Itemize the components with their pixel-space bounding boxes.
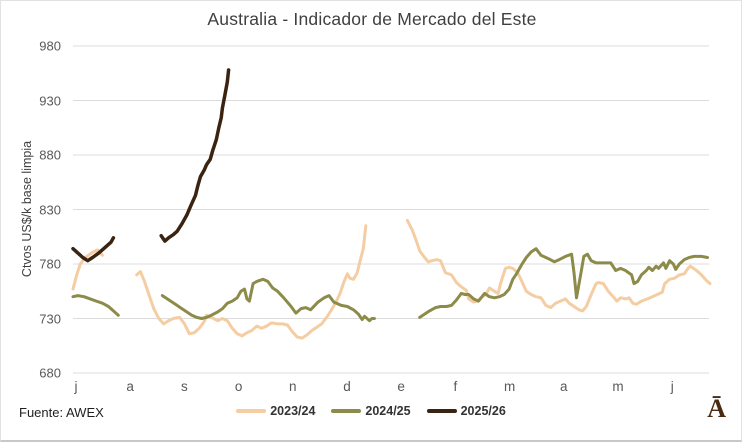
- y-tick-label: 880: [39, 147, 61, 163]
- series-line-2024-25: [418, 247, 709, 319]
- x-tick-label: f: [453, 379, 458, 394]
- x-tick-label: n: [289, 379, 297, 394]
- x-tick-label: j: [670, 379, 674, 394]
- x-tick-label: j: [74, 379, 78, 394]
- y-tick-label: 680: [39, 365, 61, 381]
- brand-logo-glyph: Ā: [707, 394, 726, 423]
- x-tick-label: o: [234, 379, 243, 394]
- y-tick-label: 830: [39, 202, 61, 217]
- y-tick-label: 730: [39, 311, 61, 326]
- series-line-2023-24: [405, 218, 712, 313]
- legend-label: 2024/25: [365, 404, 411, 418]
- x-tick-label: a: [560, 379, 568, 394]
- series-line-2025-26: [71, 236, 116, 263]
- x-tick-label: e: [397, 379, 405, 394]
- series-line-2023-24: [135, 224, 368, 340]
- legend-item-2025-26: 2025/26: [426, 404, 506, 418]
- legend: 2023/24 2024/25 2025/26: [1, 404, 741, 418]
- x-tick-label: a: [126, 379, 134, 394]
- legend-item-2023-24: 2023/24: [236, 404, 315, 418]
- legend-item-2024-25: 2024/25: [331, 404, 411, 418]
- source-note: Fuente: AWEX: [19, 405, 104, 420]
- x-tick-label: d: [343, 379, 351, 394]
- legend-label: 2023/24: [270, 404, 316, 418]
- y-tick-label: 980: [39, 38, 61, 54]
- y-tick-label: 780: [39, 256, 61, 272]
- series-line-2024-25: [160, 277, 376, 323]
- series-line-2025-26: [159, 68, 231, 243]
- series-line-2024-25: [71, 294, 120, 317]
- x-tick-label: m: [612, 379, 624, 394]
- legend-swatch: [426, 409, 457, 413]
- x-tick-label: m: [503, 379, 516, 394]
- legend-swatch: [236, 409, 267, 413]
- x-tick-label: s: [181, 379, 188, 394]
- y-tick-label: 930: [39, 93, 61, 108]
- chart-title: Australia - Indicador de Mercado del Est…: [207, 9, 537, 29]
- legend-label: 2025/26: [460, 404, 506, 418]
- legend-swatch: [331, 409, 362, 413]
